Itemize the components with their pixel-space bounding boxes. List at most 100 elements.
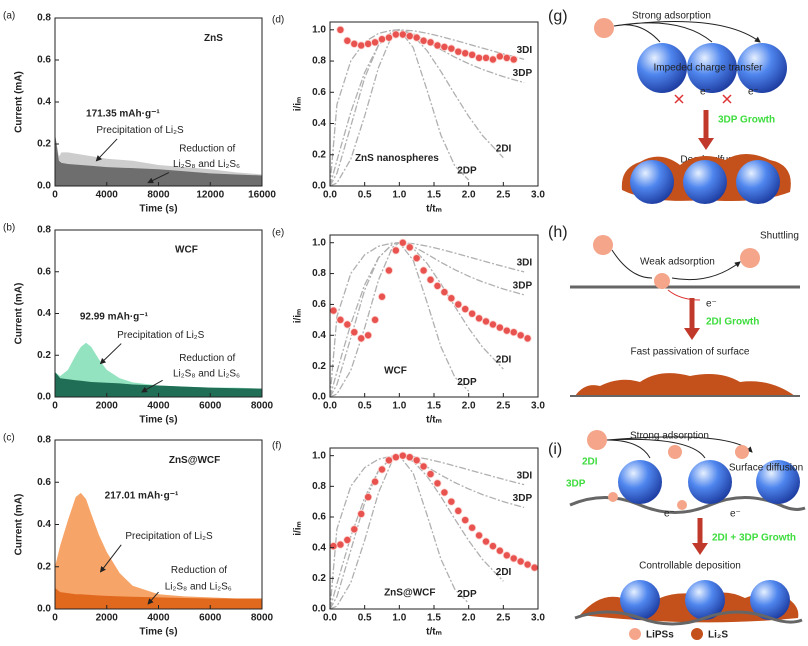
label: 3DP xyxy=(566,479,586,490)
y-axis-label: i/iₘ xyxy=(293,521,304,536)
sphere xyxy=(736,160,780,204)
point xyxy=(371,38,380,47)
panel-label: (b) xyxy=(3,223,15,234)
x-tick-label: 16000 xyxy=(248,190,276,201)
annotation: WCF xyxy=(384,366,407,377)
point xyxy=(391,30,400,39)
x-tick-label: 0 xyxy=(52,613,58,624)
lipss xyxy=(608,492,618,502)
curve-label: 3DP xyxy=(513,281,533,292)
point xyxy=(419,36,428,45)
legend-swatch xyxy=(691,628,703,640)
point xyxy=(481,537,490,546)
point xyxy=(495,546,504,555)
point xyxy=(412,254,421,263)
y-axis-label: Current (mA) xyxy=(14,494,25,556)
x-tick-label: 0.0 xyxy=(323,401,337,412)
y-tick-label: 1.0 xyxy=(312,450,326,461)
arrow-head xyxy=(692,543,708,555)
x-tick-label: 8000 xyxy=(251,401,274,412)
arrow-head xyxy=(684,328,700,340)
annotation-arrow xyxy=(147,591,159,605)
annotation: Reduction of xyxy=(179,353,235,364)
curve-label: 3DI xyxy=(517,258,533,269)
point xyxy=(371,477,380,486)
curve-label: 3DP xyxy=(513,493,533,504)
x-tick-label: 0 xyxy=(52,190,58,201)
x-tick-label: 0 xyxy=(52,401,58,412)
point xyxy=(461,305,470,314)
annotation: Reduction of xyxy=(171,565,227,576)
point xyxy=(440,288,449,297)
panel-label: (h) xyxy=(548,224,568,241)
label: 2DI xyxy=(582,457,598,468)
legend: LiPSs Li₂S xyxy=(629,628,728,641)
point xyxy=(329,306,338,315)
label: Impeded charge transfer xyxy=(654,63,764,74)
x-tick-label: 0.5 xyxy=(358,401,372,412)
annotation: Li₂S₈ and Li₂S₆ xyxy=(173,159,240,170)
point xyxy=(357,509,366,518)
y-tick-label: 1.0 xyxy=(312,237,326,248)
point xyxy=(343,320,352,329)
x-tick-label: 2.0 xyxy=(462,190,476,201)
y-tick-label: 0.4 xyxy=(37,97,51,108)
point xyxy=(433,281,442,290)
lipss xyxy=(654,273,670,289)
x-tick-label: 1.0 xyxy=(392,613,406,624)
panel-label: (e) xyxy=(272,228,284,239)
curve-label: 3DI xyxy=(517,470,533,481)
x-tick-label: 8000 xyxy=(147,190,170,201)
sphere xyxy=(637,43,687,93)
x-tick-label: 1.5 xyxy=(427,401,441,412)
point xyxy=(364,331,373,340)
label: Controllable deposition xyxy=(639,561,741,572)
x-tick-label: 8000 xyxy=(251,613,274,624)
point xyxy=(364,39,373,48)
area xyxy=(55,587,262,609)
point xyxy=(454,300,463,309)
point xyxy=(440,42,449,51)
label: e⁻ xyxy=(748,87,759,98)
y-tick-label: 0.8 xyxy=(37,13,51,24)
model-curve xyxy=(329,455,525,610)
y-tick-label: 0.0 xyxy=(312,392,326,403)
annotation-arrow xyxy=(99,343,122,365)
y-tick-label: 0.2 xyxy=(312,361,326,372)
x-tick-label: 3.0 xyxy=(531,613,545,624)
annotation: Precipitation of Li₂S xyxy=(125,531,213,542)
point xyxy=(495,323,504,332)
point xyxy=(336,540,345,549)
annotation: Reduction of xyxy=(179,144,235,155)
point xyxy=(398,451,407,460)
point xyxy=(384,456,393,465)
x-tick-label: 2.0 xyxy=(462,613,476,624)
y-axis-label: i/iₘ xyxy=(293,309,304,324)
point xyxy=(364,493,373,502)
sphere xyxy=(737,43,787,93)
panel-label: (a) xyxy=(3,11,15,22)
x-tick-label: 6000 xyxy=(199,613,222,624)
point xyxy=(468,523,477,532)
model-curve xyxy=(329,242,525,398)
y-tick-label: 0.2 xyxy=(312,149,326,160)
x-axis-label: t/tₘ xyxy=(426,415,442,426)
model-curve xyxy=(329,242,525,398)
point xyxy=(377,465,386,474)
point xyxy=(481,317,490,326)
x-axis-label: Time (s) xyxy=(139,415,177,426)
y-axis-label: Current (mA) xyxy=(14,283,25,345)
x-axis-label: Time (s) xyxy=(139,627,177,638)
curve-label: 2DP xyxy=(457,166,477,177)
point xyxy=(371,315,380,324)
point xyxy=(336,315,345,324)
capacity-label: 171.35 mAh·g⁻¹ xyxy=(86,108,160,119)
point xyxy=(426,275,435,284)
area xyxy=(55,133,262,186)
point xyxy=(391,246,400,255)
point xyxy=(516,331,525,340)
y-tick-label: 0.0 xyxy=(37,181,51,192)
point xyxy=(433,479,442,488)
point xyxy=(502,551,511,560)
curve-label: 3DI xyxy=(517,45,533,56)
